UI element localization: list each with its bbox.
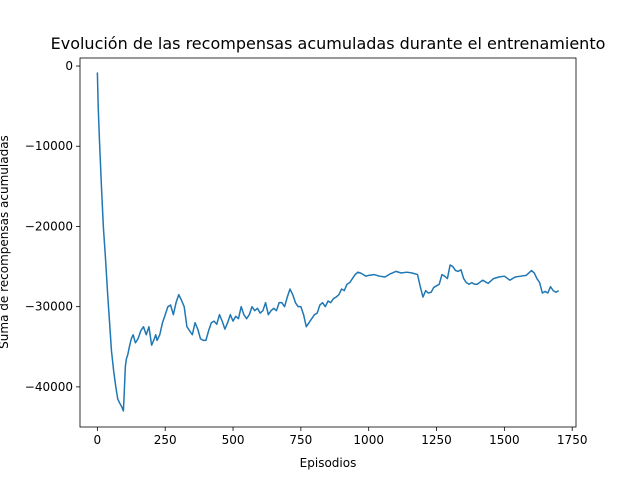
x-tick-label: 1250 — [421, 433, 452, 447]
x-tick-label: 0 — [94, 433, 102, 447]
y-axis-label: Suma de recompensas acumuladas — [0, 135, 11, 349]
x-tick-label: 1500 — [489, 433, 520, 447]
x-tick-label: 1750 — [557, 433, 588, 447]
plot-area: 0 250 500 750 1000 1250 1500 1750 0 −10000 −20000 −… — [25, 57, 588, 447]
y-tick-label: −40000 — [25, 380, 73, 394]
y-tick-label: −10000 — [25, 139, 73, 153]
x-axis-label: Episodios — [300, 456, 357, 470]
y-tick-label: −20000 — [25, 219, 73, 233]
y-tick-label: 0 — [65, 59, 73, 73]
x-tick-label: 250 — [154, 433, 177, 447]
chart-title: Evolución de las recompensas acumuladas … — [51, 34, 606, 53]
y-tick-label: −30000 — [25, 300, 73, 314]
x-tick-label: 500 — [222, 433, 245, 447]
axes-frame — [79, 57, 577, 428]
x-tick-label: 750 — [289, 433, 312, 447]
series-line-0 — [96, 72, 560, 412]
x-tick-label: 1000 — [353, 433, 384, 447]
